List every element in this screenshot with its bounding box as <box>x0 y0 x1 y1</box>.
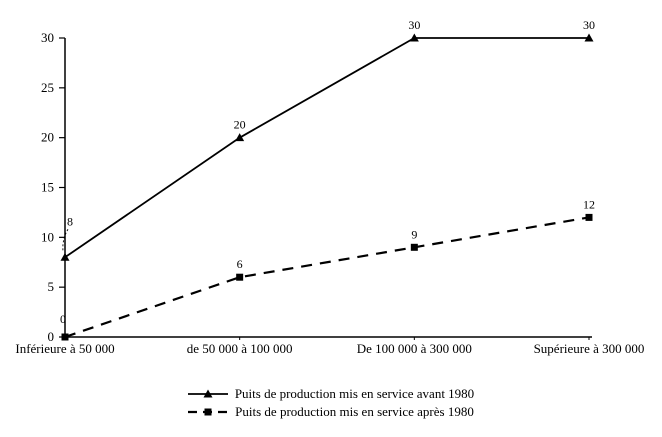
data-label: 6 <box>237 257 243 271</box>
data-label: 8 <box>67 214 73 228</box>
data-label: 20 <box>234 118 246 132</box>
legend: Puits de production mis en service avant… <box>0 386 662 420</box>
y-tick-label: 10 <box>41 229 54 244</box>
x-category-label: Supérieure à 300 000 <box>534 341 645 356</box>
marker-triangle <box>409 33 419 42</box>
data-label-leader <box>62 229 69 252</box>
marker-triangle <box>235 133 245 142</box>
y-tick-label: 20 <box>41 130 54 145</box>
data-label: 30 <box>408 18 420 32</box>
data-label: 30 <box>583 18 595 32</box>
y-tick-label: 0 <box>48 329 55 344</box>
marker-square <box>61 333 69 341</box>
data-label: 12 <box>583 197 595 211</box>
legend-marker-triangle-icon <box>187 389 228 398</box>
y-tick-label: 5 <box>48 279 55 294</box>
legend-item: Puits de production mis en service avant… <box>187 386 475 402</box>
marker-triangle <box>60 252 70 261</box>
legend-marker-square-icon <box>188 408 229 416</box>
legend-label: Puits de production mis en service après… <box>235 404 474 419</box>
legend-item: Puits de production mis en service après… <box>188 404 474 420</box>
data-label: 0 <box>60 312 66 326</box>
legend-label: Puits de production mis en service avant… <box>234 386 475 401</box>
series-line-1 <box>64 216 590 339</box>
x-category-label: De 100 000 à 300 000 <box>357 341 472 356</box>
marker-square <box>585 213 593 221</box>
marker-square <box>236 273 244 281</box>
marker-square <box>410 243 418 251</box>
data-label: 9 <box>411 227 417 241</box>
series-line-0 <box>64 37 589 259</box>
x-category-label: Inférieure à 50 000 <box>15 341 114 356</box>
x-category-label: de 50 000 à 100 000 <box>187 341 293 356</box>
y-tick-label: 15 <box>41 180 54 195</box>
marker-triangle <box>584 33 594 42</box>
y-tick-label: 25 <box>41 80 54 95</box>
y-tick-label: 30 <box>41 30 54 45</box>
